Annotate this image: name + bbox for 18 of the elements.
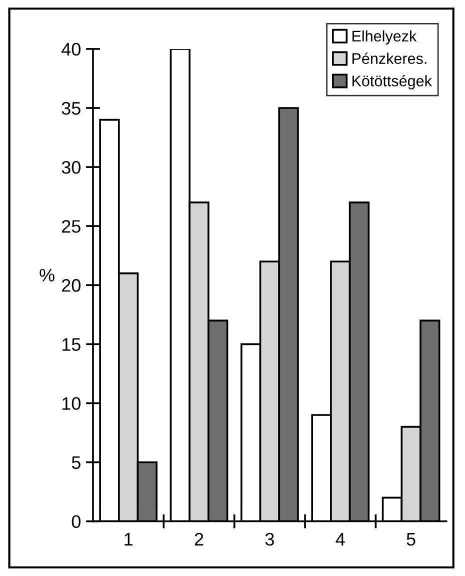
- legend-label: Pénzkeres.: [352, 52, 426, 64]
- y-tick-label: 25: [62, 220, 80, 233]
- legend-label: Kötöttségek: [352, 74, 432, 90]
- legend-label: Elhelyezk: [352, 30, 417, 45]
- x-tick-label: 5: [406, 533, 416, 546]
- x-tick-label: 4: [336, 533, 345, 546]
- y-tick-label: 15: [62, 338, 80, 351]
- y-axis-title: %: [40, 268, 54, 282]
- y-tick-label: 30: [62, 160, 80, 174]
- x-tick-label: 2: [194, 532, 204, 546]
- y-tick-label: 0: [72, 515, 80, 528]
- x-tick-label: 1: [124, 533, 132, 546]
- y-tick-label: 35: [62, 102, 80, 115]
- x-tick-label: 3: [265, 532, 274, 546]
- y-tick-label: 10: [62, 397, 80, 410]
- y-tick-label: 40: [62, 42, 80, 56]
- y-tick-label: 5: [72, 456, 80, 469]
- y-tick-label: 20: [62, 279, 80, 292]
